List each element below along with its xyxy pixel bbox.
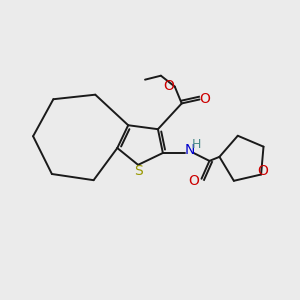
Text: O: O bbox=[258, 164, 268, 178]
Text: O: O bbox=[199, 92, 210, 106]
Text: H: H bbox=[192, 138, 201, 151]
Text: N: N bbox=[184, 143, 195, 157]
Text: S: S bbox=[134, 164, 142, 178]
Text: O: O bbox=[164, 79, 174, 93]
Text: O: O bbox=[188, 174, 199, 188]
